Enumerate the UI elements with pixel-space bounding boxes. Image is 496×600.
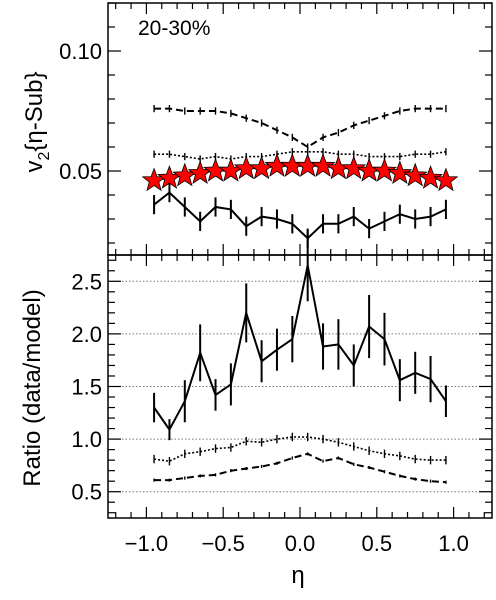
top-series-stars-point (417, 165, 444, 189)
top-y-axis-title-rest: {η-Sub} (21, 72, 48, 152)
bottom-series-dotted-line (153, 436, 446, 463)
bottom-series-dashed-line (154, 452, 446, 484)
bottom-y-axis-title: Ratio (data/model) (19, 289, 46, 486)
bottom-axis-ticks (108, 255, 492, 518)
top-y-tick-label: 0.10 (59, 39, 102, 64)
top-y-tick-label: 0.05 (59, 159, 102, 184)
top-series-stars-point (341, 155, 367, 180)
bottom-x-tick-labels: −1.0 −0.5 0.0 0.5 1.0 (125, 531, 469, 556)
top-series-stars-point (402, 162, 428, 187)
top-series-dashed-line (154, 107, 446, 149)
bottom-series-layer (153, 229, 447, 484)
bottom-panel: 0.5 1.0 1.5 2.0 2.5 −1.0 −0.5 0.0 0.5 1.0 Ratio … (19, 229, 493, 589)
bottom-x-tick-label: 0.0 (285, 531, 316, 556)
bottom-x-tick-label: −1.0 (125, 531, 168, 556)
top-series-dashed (153, 105, 447, 151)
bottom-series-solid (153, 229, 447, 441)
top-series-stars-point (310, 153, 336, 177)
top-series-stars-point (433, 167, 459, 192)
bottom-x-tick-label: 1.0 (438, 531, 469, 556)
top-y-axis-title-v: v (21, 160, 48, 172)
bottom-y-tick-label: 0.5 (71, 480, 102, 505)
bottom-series-dotted (153, 432, 447, 466)
bottom-y-tick-labels: 0.5 1.0 1.5 2.0 2.5 (71, 269, 102, 504)
top-series-stars-point (371, 157, 398, 182)
top-y-axis-title: v2{η-Sub} (21, 72, 53, 173)
bottom-y-tick-label: 2.0 (71, 322, 102, 347)
bottom-series-solid-line (153, 265, 447, 432)
top-y-axis-title-subscript: 2 (36, 151, 53, 160)
top-series-layer (141, 105, 459, 248)
centrality-label: 20-30% (138, 17, 210, 40)
top-series-solid (153, 183, 447, 248)
top-series-stars-point (387, 160, 413, 185)
x-axis-title: η (291, 562, 304, 589)
top-series-dotted-line (154, 151, 447, 160)
bottom-x-tick-label: −0.5 (201, 531, 244, 556)
top-y-tick-labels: 0.05 0.10 (59, 39, 102, 184)
bottom-y-tick-label: 1.0 (71, 427, 102, 452)
bottom-series-dashed (153, 452, 447, 484)
bottom-x-tick-label: 0.5 (362, 531, 393, 556)
top-axis-ticks (108, 2, 492, 255)
bottom-y-tick-label: 1.5 (71, 375, 102, 400)
top-series-stars (141, 153, 459, 192)
top-panel: 0.05 0.10 20-30% v2{η-Sub} (21, 2, 493, 256)
bottom-grid-lines (108, 280, 492, 493)
top-series-solid-line (153, 191, 447, 240)
bottom-y-tick-label: 2.5 (71, 269, 102, 294)
